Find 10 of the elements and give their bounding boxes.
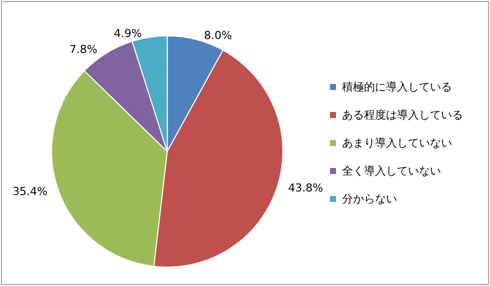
- legend-label: 分からない: [342, 192, 397, 206]
- data-label: 7.8%: [69, 43, 98, 56]
- legend-label: ある程度は導入している: [342, 108, 463, 122]
- data-label: 43.8%: [288, 181, 324, 194]
- data-label: 35.4%: [12, 184, 48, 198]
- legend-label: あまり導入していない: [342, 136, 452, 150]
- data-label: 4.9%: [114, 26, 142, 40]
- legend-label: 積極的に導入している: [342, 80, 452, 94]
- data-label: 8.0%: [204, 29, 232, 42]
- legend-label: 全く導入していない: [342, 164, 441, 178]
